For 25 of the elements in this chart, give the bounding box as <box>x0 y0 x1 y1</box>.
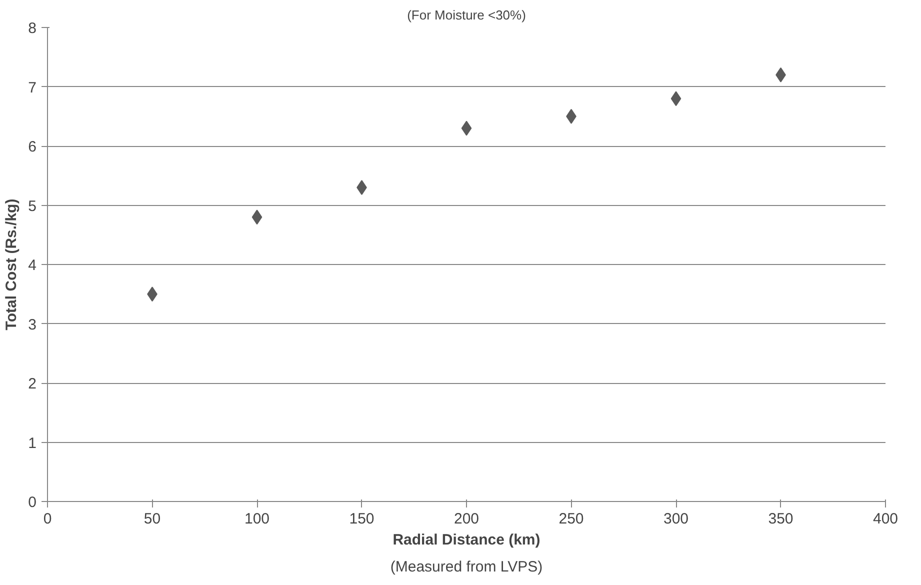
x-tick-label: 0 <box>43 510 52 528</box>
x-tick-label: 100 <box>244 510 270 528</box>
y-tick-label: 7 <box>28 79 36 96</box>
y-tick-label: 8 <box>28 20 36 37</box>
y-tick-label: 2 <box>28 376 36 392</box>
y-tick-label: 6 <box>28 138 36 156</box>
y-tick-label: 5 <box>28 198 36 215</box>
x-tick-label: 400 <box>872 510 898 528</box>
x-axis-title: Radial Distance (km) <box>392 532 540 548</box>
y-tick-label: 0 <box>28 494 36 511</box>
text: (Measured from LVPS) <box>390 558 543 576</box>
x-tick-label: 150 <box>349 510 374 528</box>
chart-title: (For Moisture <30%) <box>407 8 526 22</box>
point <box>670 91 682 106</box>
x-tick-label: 300 <box>663 510 689 528</box>
x-tick-label: 200 <box>454 510 480 528</box>
y-axis-title: Total Cost (Rs./kg) <box>3 198 20 330</box>
y-tick-label: 1 <box>28 434 36 452</box>
x-tick-label: 250 <box>558 510 584 528</box>
y-tick-label: 4 <box>28 257 36 274</box>
point <box>252 210 262 225</box>
point <box>461 120 472 136</box>
y-tick-label: 3 <box>28 316 36 334</box>
x-tick-label: 350 <box>768 510 794 528</box>
x-tick-label: 50 <box>144 510 161 528</box>
